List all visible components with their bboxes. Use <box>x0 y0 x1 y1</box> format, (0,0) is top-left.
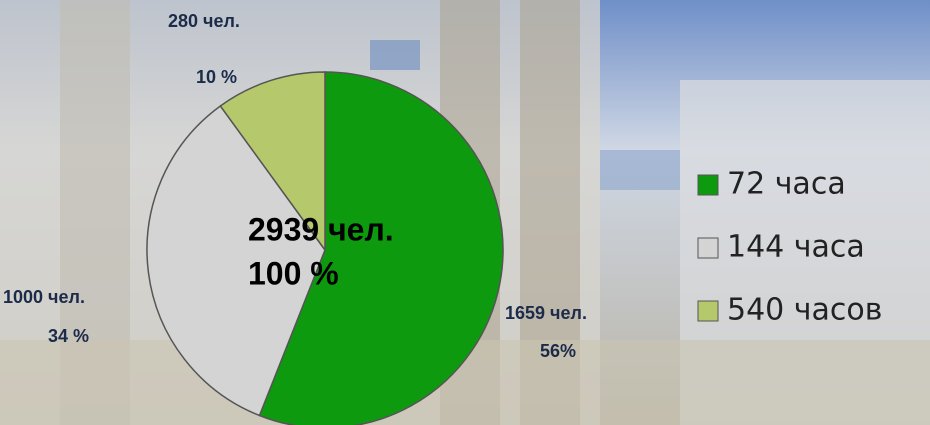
total-percent-label: 100 % <box>248 255 339 291</box>
legend-swatch <box>698 301 718 321</box>
count-label: 280 чел. <box>168 11 240 31</box>
count-label: 1000 чел. <box>3 287 85 307</box>
chart: 1659 чел. 56% 1000 чел. 34 % 280 чел. 10 % 72… <box>0 0 930 425</box>
total-label: 2939 чел. <box>248 211 394 247</box>
legend-label: 144 часа <box>727 230 865 265</box>
pie <box>147 72 503 425</box>
count-label: 1659 чел. <box>505 303 587 323</box>
legend-label: 540 часов <box>727 293 882 328</box>
legend-label: 72 часа <box>727 167 846 202</box>
legend-swatch <box>698 175 718 195</box>
percent-label: 10 % <box>196 67 237 87</box>
percent-label: 56% <box>540 341 576 361</box>
legend-swatch <box>698 238 718 258</box>
percent-label: 34 % <box>48 326 89 346</box>
